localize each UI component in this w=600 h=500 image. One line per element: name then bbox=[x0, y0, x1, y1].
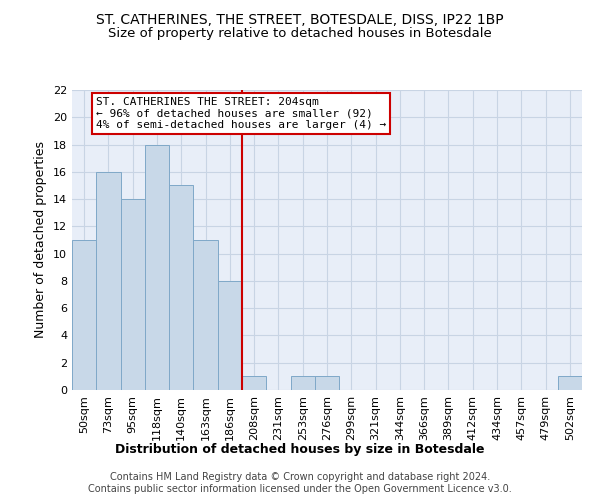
Bar bbox=[145, 144, 169, 390]
Text: Size of property relative to detached houses in Botesdale: Size of property relative to detached ho… bbox=[108, 28, 492, 40]
Bar bbox=[290, 376, 315, 390]
Bar bbox=[169, 186, 193, 390]
Bar bbox=[558, 376, 582, 390]
Y-axis label: Number of detached properties: Number of detached properties bbox=[34, 142, 47, 338]
Bar bbox=[315, 376, 339, 390]
Bar bbox=[121, 199, 145, 390]
Bar bbox=[72, 240, 96, 390]
Bar bbox=[193, 240, 218, 390]
Text: Distribution of detached houses by size in Botesdale: Distribution of detached houses by size … bbox=[115, 442, 485, 456]
Bar bbox=[96, 172, 121, 390]
Text: ST. CATHERINES THE STREET: 204sqm
← 96% of detached houses are smaller (92)
4% o: ST. CATHERINES THE STREET: 204sqm ← 96% … bbox=[96, 97, 386, 130]
Bar bbox=[218, 281, 242, 390]
Bar bbox=[242, 376, 266, 390]
Text: Contains HM Land Registry data © Crown copyright and database right 2024.
Contai: Contains HM Land Registry data © Crown c… bbox=[88, 472, 512, 494]
Text: ST. CATHERINES, THE STREET, BOTESDALE, DISS, IP22 1BP: ST. CATHERINES, THE STREET, BOTESDALE, D… bbox=[96, 12, 504, 26]
